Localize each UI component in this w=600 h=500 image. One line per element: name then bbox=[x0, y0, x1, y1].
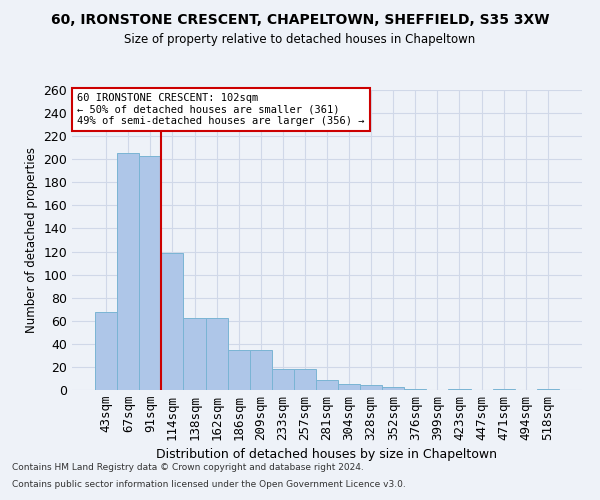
Text: 60 IRONSTONE CRESCENT: 102sqm
← 50% of detached houses are smaller (361)
49% of : 60 IRONSTONE CRESCENT: 102sqm ← 50% of d… bbox=[77, 93, 365, 126]
Bar bbox=[294, 369, 316, 390]
Text: Contains HM Land Registry data © Crown copyright and database right 2024.: Contains HM Land Registry data © Crown c… bbox=[12, 464, 364, 472]
Bar bbox=[250, 350, 272, 390]
Bar bbox=[95, 312, 117, 390]
Bar bbox=[448, 389, 470, 390]
Bar bbox=[316, 380, 338, 390]
Bar bbox=[537, 389, 559, 390]
Bar bbox=[184, 318, 206, 390]
Bar bbox=[139, 156, 161, 390]
Text: 60, IRONSTONE CRESCENT, CHAPELTOWN, SHEFFIELD, S35 3XW: 60, IRONSTONE CRESCENT, CHAPELTOWN, SHEF… bbox=[51, 12, 549, 26]
Text: Size of property relative to detached houses in Chapeltown: Size of property relative to detached ho… bbox=[124, 32, 476, 46]
Bar bbox=[117, 154, 139, 390]
Bar bbox=[227, 350, 250, 390]
Bar bbox=[338, 384, 360, 390]
Bar bbox=[272, 369, 294, 390]
Bar bbox=[404, 389, 427, 390]
Bar bbox=[161, 252, 184, 390]
Bar bbox=[493, 389, 515, 390]
X-axis label: Distribution of detached houses by size in Chapeltown: Distribution of detached houses by size … bbox=[157, 448, 497, 461]
Bar bbox=[206, 318, 227, 390]
Text: Contains public sector information licensed under the Open Government Licence v3: Contains public sector information licen… bbox=[12, 480, 406, 489]
Bar bbox=[382, 386, 404, 390]
Y-axis label: Number of detached properties: Number of detached properties bbox=[25, 147, 38, 333]
Bar bbox=[360, 386, 382, 390]
